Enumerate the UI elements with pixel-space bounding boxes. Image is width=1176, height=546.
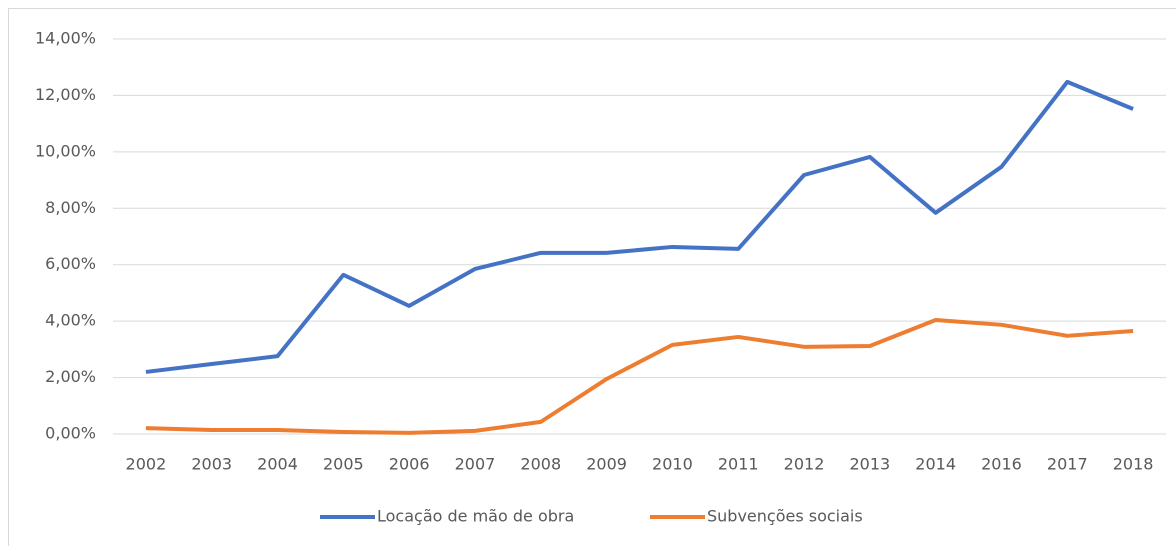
- chart-frame: [8, 8, 1176, 546]
- x-tick-label: 2012: [784, 455, 825, 474]
- x-tick-label: 2008: [520, 455, 561, 474]
- x-tick-label: 2014: [915, 455, 956, 474]
- series-line: [145, 318, 1134, 435]
- x-tick-label: 2006: [389, 455, 430, 474]
- y-tick-label: 0,00%: [45, 424, 96, 443]
- x-tick-label: 2017: [1047, 455, 1088, 474]
- y-tick-label: 14,00%: [35, 29, 96, 48]
- y-tick-label: 10,00%: [35, 141, 96, 160]
- x-tick-label: 2018: [1113, 455, 1154, 474]
- y-tick-label: 12,00%: [35, 85, 96, 104]
- x-tick-label: 2009: [586, 455, 627, 474]
- y-tick-label: 2,00%: [45, 367, 96, 386]
- x-tick-label: 2005: [323, 455, 364, 474]
- series-line: [145, 79, 1134, 374]
- legend-label: Subvenções sociais: [707, 507, 863, 526]
- x-tick-label: 2016: [981, 455, 1022, 474]
- x-tick-label: 2011: [718, 455, 759, 474]
- x-tick-label: 2004: [257, 455, 298, 474]
- x-tick-label: 2002: [126, 455, 167, 474]
- legend-label: Locação de mão de obra: [377, 507, 574, 526]
- y-tick-label: 6,00%: [45, 254, 96, 273]
- y-tick-label: 8,00%: [45, 198, 96, 217]
- x-tick-label: 2007: [455, 455, 496, 474]
- x-tick-label: 2010: [652, 455, 693, 474]
- y-tick-label: 4,00%: [45, 311, 96, 330]
- x-tick-label: 2013: [849, 455, 890, 474]
- x-tick-label: 2003: [191, 455, 232, 474]
